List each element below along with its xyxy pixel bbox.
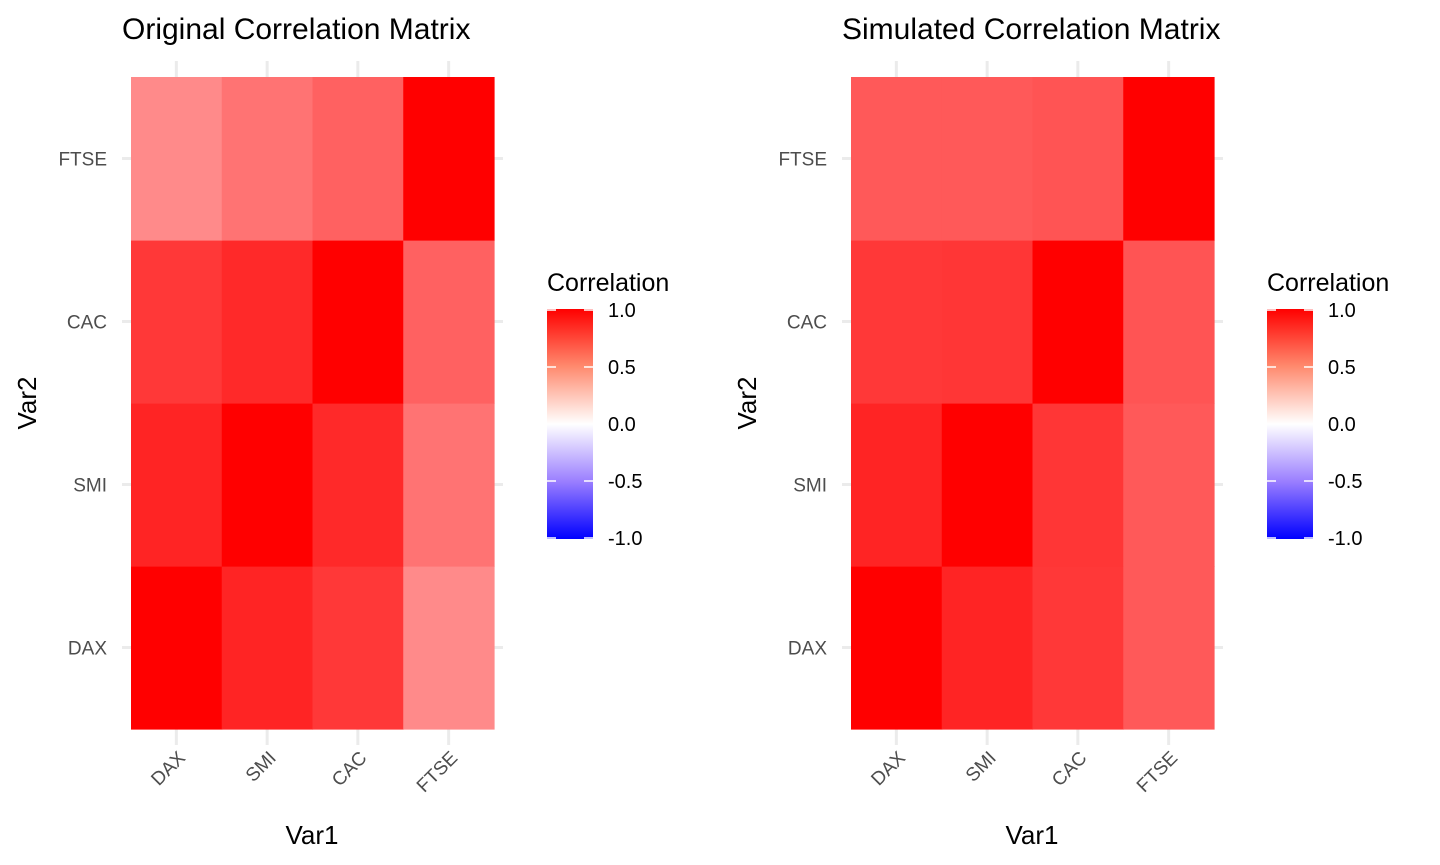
heatmap-cell: CAC / FTSE: 0.62 [312, 77, 404, 241]
heatmap-cell: SMI / CAC: 0.84 [221, 240, 314, 404]
heatmap-cell: FTSE / SMI: 0.55 [403, 403, 495, 567]
heatmap-cell: FTSE / DAX: 0.65 [1123, 566, 1215, 730]
legend-tick-label: 1.0 [608, 300, 636, 322]
heatmap-cell: CAC / FTSE: 0.67 [1032, 77, 1124, 241]
heatmap-cell: DAX / DAX: 1 [851, 566, 943, 730]
legend-title: Correlation [1267, 269, 1389, 297]
legend-title: Correlation [547, 269, 669, 297]
y-tick-label: FTSE [58, 150, 107, 171]
legend-tick-label: 0.5 [608, 357, 636, 379]
legend: Correlation 1.0 0.5 0.0 -0.5 -1.0 [547, 269, 669, 550]
x-tick-label: DAX [147, 747, 190, 790]
heatmap-cell: CAC / SMI: 0.79 [1032, 403, 1124, 567]
legend-tick-label: 0.5 [1328, 357, 1356, 379]
y-tick-label: CAC [787, 313, 827, 334]
legend-tick-label: 0.0 [1328, 414, 1356, 436]
legend-tick-label: 1.0 [1328, 300, 1356, 322]
heatmap-cell: FTSE / CAC: 0.67 [1123, 240, 1215, 404]
legend: Correlation 1.0 0.5 0.0 -0.5 -1.0 [1267, 269, 1389, 550]
plot-area: DAX / DAX: 1SMI / DAX: 0.86CAC / DAX: 0.… [58, 61, 503, 797]
x-tick-label: FTSE [1133, 748, 1182, 797]
heatmap-cell: FTSE / FTSE: 1 [403, 77, 495, 241]
heatmap-cell: FTSE / SMI: 0.65 [1123, 403, 1215, 567]
heatmap-cell: DAX / DAX: 1 [131, 566, 223, 730]
heatmap-cell: CAC / DAX: 0.78 [1032, 566, 1124, 730]
x-axis-title: Var1 [1006, 820, 1059, 850]
y-tick-label: DAX [788, 639, 827, 660]
chart-title: Original Correlation Matrix [122, 13, 470, 46]
heatmap-cell: SMI / DAX: 0.86 [221, 566, 314, 730]
x-tick-label: CAC [1048, 748, 1091, 791]
legend-tick-label: -1.0 [608, 528, 642, 550]
chart-simulated: Simulated Correlation Matrix DAX / DAX: … [732, 13, 1389, 850]
heatmap-cell: DAX / SMI: 0.86 [131, 403, 223, 567]
heatmap-cell: CAC / CAC: 1 [1032, 240, 1124, 404]
heatmap-cell: SMI / CAC: 0.79 [941, 240, 1034, 404]
y-tick-label: SMI [73, 476, 107, 497]
x-tick-label: CAC [328, 748, 371, 791]
plot-area: DAX / DAX: 1SMI / DAX: 0.86CAC / DAX: 0.… [778, 61, 1223, 797]
chart-original: Original Correlation Matrix DAX / DAX: 1… [12, 13, 669, 850]
y-tick-label: SMI [793, 476, 827, 497]
heatmap-cell: SMI / FTSE: 0.55 [221, 77, 314, 241]
heatmap-cell: CAC / DAX: 0.78 [312, 566, 404, 730]
heatmap-cell: FTSE / CAC: 0.62 [403, 240, 495, 404]
x-tick-label: DAX [867, 747, 910, 790]
heatmap-cell: SMI / DAX: 0.86 [941, 566, 1034, 730]
y-tick-label: DAX [68, 639, 107, 660]
heatmap-cell: FTSE / DAX: 0.46 [403, 566, 495, 730]
y-axis-title: Var2 [12, 377, 42, 430]
heatmap-cell: DAX / SMI: 0.86 [851, 403, 943, 567]
chart-title: Simulated Correlation Matrix [842, 13, 1220, 46]
legend-tick-label: -0.5 [608, 471, 642, 493]
y-axis-title: Var2 [732, 377, 762, 430]
heatmap-cell: DAX / FTSE: 0.46 [131, 77, 223, 241]
heatmap-cell: DAX / CAC: 0.78 [131, 240, 223, 404]
y-tick-label: FTSE [778, 150, 827, 171]
x-tick-label: FTSE [413, 748, 462, 797]
x-tick-label: SMI [962, 748, 1001, 787]
y-tick-label: CAC [67, 313, 107, 334]
legend-tick-label: 0.0 [608, 414, 636, 436]
heatmap-cell: SMI / SMI: 1 [221, 403, 314, 567]
legend-tick-label: -1.0 [1328, 528, 1362, 550]
x-tick-label: SMI [242, 748, 281, 787]
heatmap-cell: CAC / SMI: 0.84 [312, 403, 404, 567]
heatmap-cell: FTSE / FTSE: 1 [1123, 77, 1215, 241]
legend-tick-label: -0.5 [1328, 471, 1362, 493]
heatmap-cell: CAC / CAC: 1 [312, 240, 404, 404]
heatmap-cell: SMI / SMI: 1 [941, 403, 1034, 567]
heatmap-cell: DAX / FTSE: 0.65 [851, 77, 943, 241]
heatmap-cell: DAX / CAC: 0.78 [851, 240, 943, 404]
heatmap-cell: SMI / FTSE: 0.65 [941, 77, 1034, 241]
x-axis-title: Var1 [286, 820, 339, 850]
